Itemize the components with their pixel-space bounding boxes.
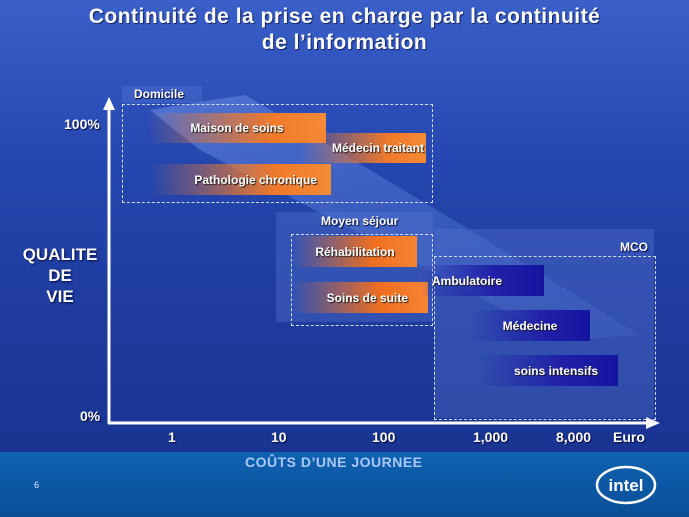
bar-rehabilitation: Réhabilitation [293, 236, 417, 267]
bar-medecine: Médecine [470, 310, 590, 341]
bar-label: Soins de suite [327, 291, 408, 305]
y-tick-100: 100% [64, 116, 100, 132]
x-tick-100: 100 [372, 429, 395, 445]
bar-label: Pathologie chronique [194, 173, 317, 187]
x-tick-1000: 1,000 [473, 429, 508, 445]
bar-soins-intensifs: soins intensifs [478, 355, 618, 386]
bar-label: soins intensifs [514, 364, 598, 378]
x-tick-unit: Euro [613, 429, 645, 445]
y-title-line: DE [12, 265, 108, 286]
y-tick-0: 0% [80, 408, 100, 424]
y-axis-title: QUALITE DE VIE [12, 244, 108, 307]
x-tick-8000: 8,000 [556, 429, 591, 445]
slide: Continuité de la prise en charge par la … [0, 0, 689, 517]
bar-label: Médecine [503, 319, 558, 333]
y-title-line: VIE [12, 286, 108, 307]
bar-label: Réhabilitation [315, 245, 394, 259]
logo-text: intel [609, 476, 644, 495]
y-title-line: QUALITE [12, 244, 108, 265]
intel-logo: intel [594, 461, 658, 507]
bar-ambulatoire: Ambulatoire [420, 265, 544, 296]
x-tick-10: 10 [271, 429, 287, 445]
bar-soins-de-suite: Soins de suite [293, 282, 428, 313]
region-label-mco: MCO [620, 240, 648, 254]
x-axis-title: COÛTS D’UNE JOURNEE [245, 454, 423, 470]
bar-label: Médecin traitant [332, 141, 424, 155]
bar-pathologie-chronique: Pathologie chronique [150, 164, 331, 195]
bar-label: Ambulatoire [432, 274, 502, 288]
region-label-moyen-sejour: Moyen séjour [321, 214, 398, 228]
page-number: 6 [34, 480, 39, 490]
bar-label: Maison de soins [190, 121, 283, 135]
bar-medecin-traitant: Médecin traitant [300, 133, 426, 163]
x-tick-1: 1 [168, 429, 176, 445]
region-label-domicile: Domicile [134, 87, 184, 101]
